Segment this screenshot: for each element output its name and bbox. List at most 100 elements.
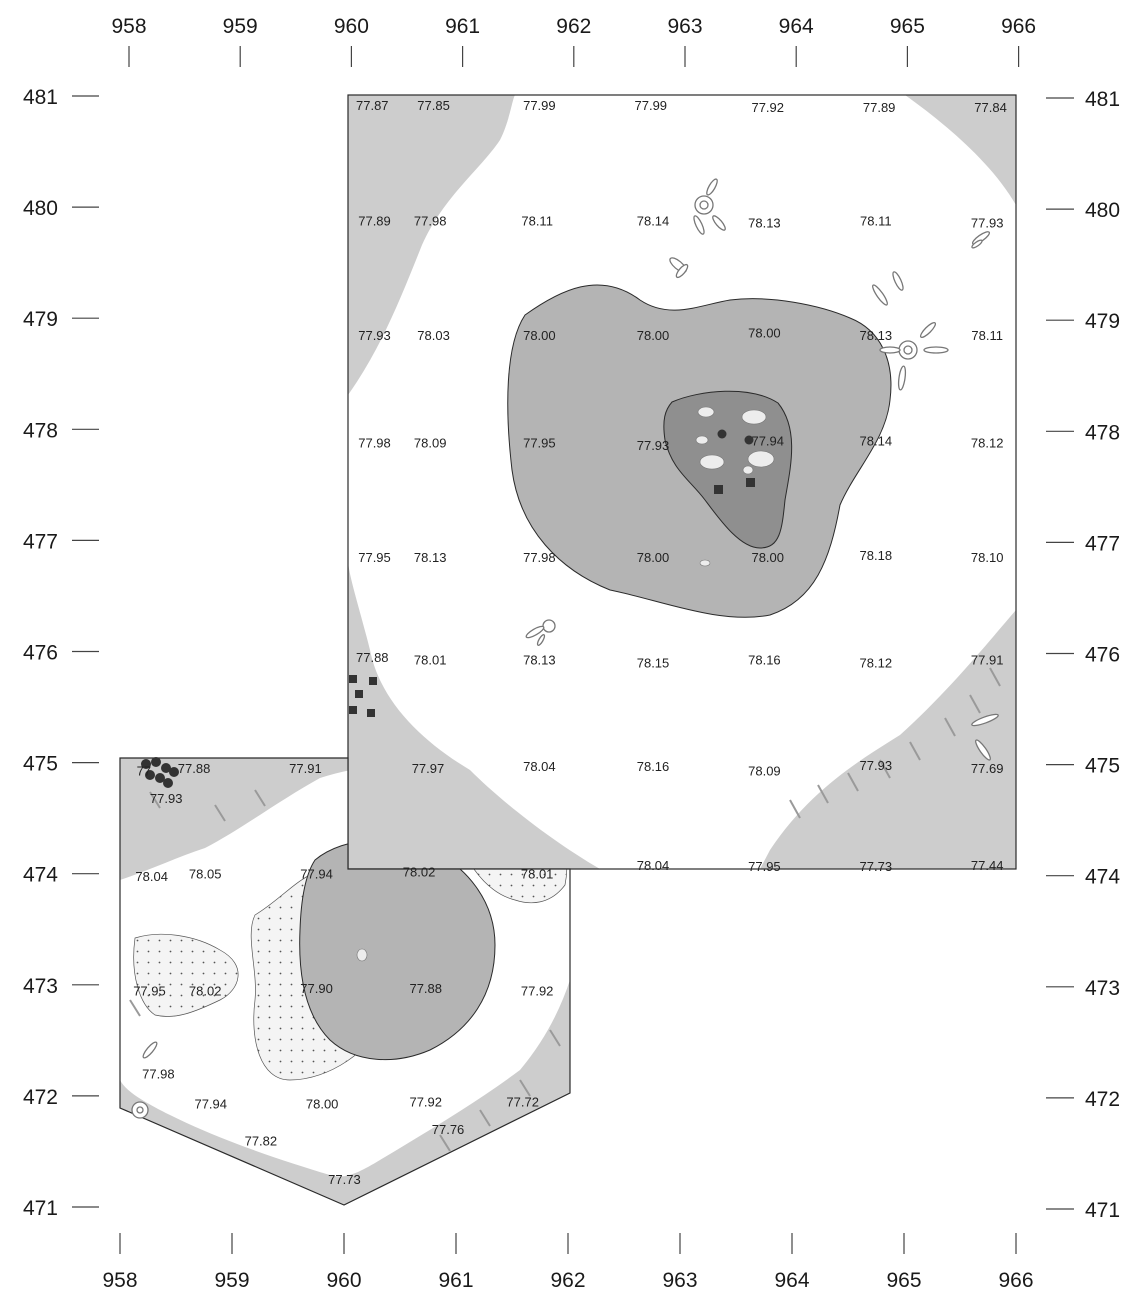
y-tick-label-left: 474 [23,864,58,887]
lower-hatch-marks [129,789,561,1152]
elevation-label: 78.02 [189,983,222,998]
elevation-label: 78.12 [971,436,1004,451]
elevation-label: 77.73 [328,1172,361,1187]
elevation-label: 78.02 [403,864,436,879]
lower-area-border [119,757,571,1206]
y-tick-label-left: 479 [23,308,58,331]
elevation-label: 78.04 [523,759,556,774]
elevation-label: 78.12 [860,656,893,671]
bone-cluster-symbol [525,619,556,646]
y-axis-left: 481 480 479 478 477 476 475 474 473 472 471 [23,86,99,1220]
upper-inner-zone [663,390,793,549]
elevation-label: 78.15 [637,656,670,671]
find-square-marker [349,675,357,683]
find-square-marker [367,709,375,717]
y-tick-label-left: 478 [23,419,58,442]
x-tick-label-bottom: 963 [662,1269,697,1292]
elevation-label: 77.98 [142,1067,175,1082]
y-tick-label-left: 476 [23,642,58,665]
x-tick-label-bottom: 960 [326,1269,361,1292]
x-tick-label-top: 961 [445,15,480,38]
bone-cluster-symbol [669,257,689,279]
find-circle-marker [145,770,155,780]
elevation-label: 77.92 [521,983,554,998]
elevation-label: 77.95 [133,983,166,998]
elevation-label: 77.98 [523,550,556,565]
upper-area-border [347,94,1017,870]
elevation-label: 78.13 [748,216,781,231]
elevation-label: 78.16 [748,652,781,667]
y-tick-label-right: 479 [1085,310,1120,333]
elevation-label: 78.11 [860,213,892,228]
bone-cluster-symbol [971,713,999,761]
x-tick-label-bottom: 958 [102,1269,137,1292]
y-tick-label-right: 471 [1085,1199,1120,1222]
elevation-label: 77.95 [523,436,556,451]
elevation-label: 77.98 [414,213,447,228]
elevation-label: 78.13 [860,328,893,343]
lower-center-patch [356,948,368,962]
find-square-marker [369,677,377,685]
elevation-label: 77.99 [523,98,556,113]
y-axis-right: 481 480 479 478 477 476 475 474 473 472 471 [1046,88,1120,1222]
elevation-label: 78.14 [637,213,670,228]
x-axis-top: 958 959 960 961 962 963 964 965 966 [111,15,1036,67]
elevation-label: 78.14 [860,433,893,448]
find-circle-marker [717,429,727,439]
find-circle-marker [141,759,151,769]
y-tick-label-right: 472 [1085,1088,1120,1111]
inner-light-patches [695,406,775,567]
elevation-label: 77 [137,763,151,778]
y-tick-label-left: 471 [23,1197,58,1220]
y-tick-label-left: 481 [23,86,58,109]
x-tick-label-top: 962 [556,15,591,38]
elevation-label: 77.89 [863,100,896,115]
x-tick-label-top: 966 [1001,15,1036,38]
elevation-label: 77.72 [506,1094,539,1109]
find-circle-marker [151,757,161,767]
find-circle-marker [155,773,165,783]
find-square-marker [355,690,363,698]
elevation-label: 77.98 [358,436,391,451]
elevation-label: 77.44 [971,858,1004,873]
elevation-label: 78.13 [523,652,556,667]
x-tick-label-top: 959 [223,15,258,38]
elevation-label: 77.73 [860,859,893,874]
elevation-label: 77.93 [637,438,670,453]
lower-stipple-left [133,933,239,1017]
elevation-label: 78.00 [523,328,556,343]
find-square-marker [714,485,723,494]
elevation-label: 78.10 [971,550,1004,565]
elevation-label: 77.89 [358,213,391,228]
y-tick-label-left: 473 [23,975,58,998]
x-tick-label-bottom: 966 [998,1269,1033,1292]
elevation-label: 77.91 [971,652,1004,667]
bone-cluster-symbol [872,271,904,306]
elevation-label: 77.94 [751,433,784,448]
bone-cluster-symbol [971,231,991,249]
y-tick-label-right: 475 [1085,755,1120,778]
elevation-label: 78.04 [135,869,168,884]
x-axis-bottom: 958 959 960 961 962 963 964 965 966 [102,1233,1034,1292]
y-tick-label-left: 480 [23,197,58,220]
elevation-label: 78.00 [306,1097,339,1112]
elevation-spot-heights: 77.87 77.85 77.99 77.99 77.92 77.89 77.84 77.89… [133,98,1007,1187]
x-tick-label-top: 963 [667,15,702,38]
bone-cluster-symbol [142,1041,158,1059]
elevation-label: 77.82 [245,1133,278,1148]
bone-fragment-symbols [131,178,999,1119]
elevation-label: 78.16 [637,759,670,774]
find-circle-marker [163,778,173,788]
elevation-label: 77.93 [971,216,1004,231]
find-circle-marker [169,767,179,777]
x-tick-label-bottom: 959 [214,1269,249,1292]
elevation-label: 77.94 [300,867,333,882]
elevation-label: 77.69 [971,761,1004,776]
elevation-label: 78.01 [521,867,554,882]
elevation-label: 77.88 [409,981,442,996]
elevation-label: 78.00 [748,326,781,341]
elevation-label: 77.88 [356,650,389,665]
y-tick-label-left: 477 [23,530,58,553]
y-tick-label-left: 475 [23,753,58,776]
y-tick-label-right: 474 [1085,866,1120,889]
